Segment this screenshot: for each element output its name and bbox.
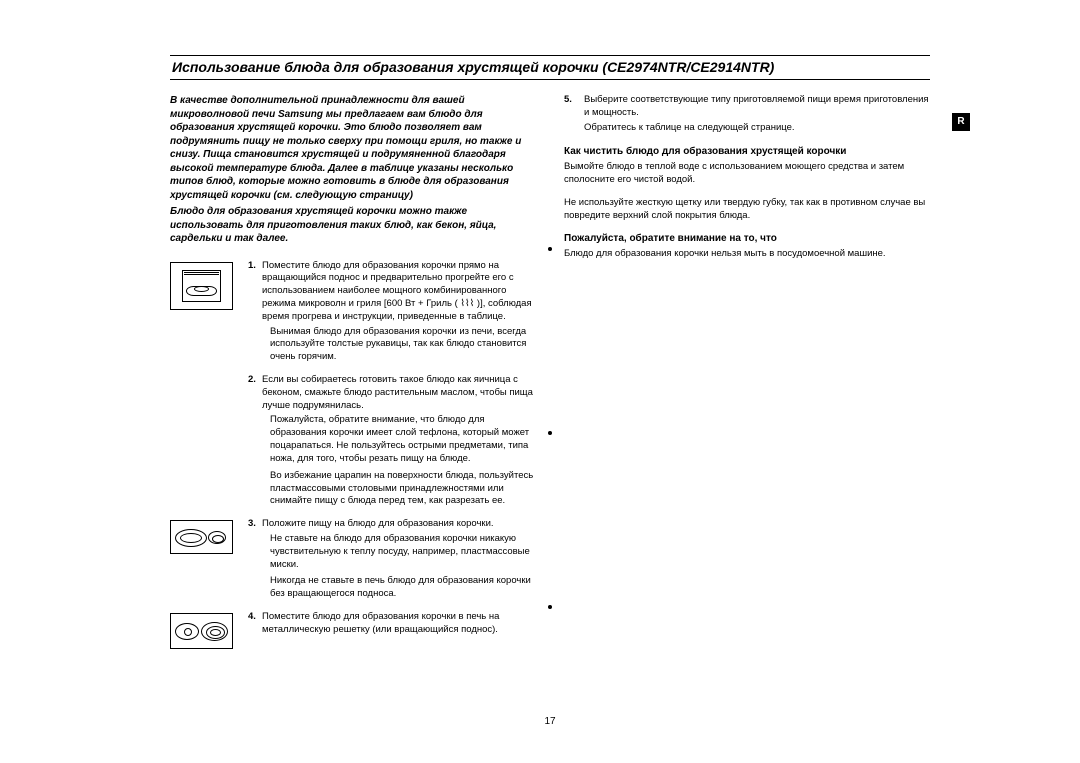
- step-text: Положите пищу на блюдо для образования к…: [262, 518, 494, 531]
- step-note-2: Никогда не ставьте в печь блюдо для обра…: [270, 575, 536, 601]
- intro-paragraph-1: В качестве дополнительной принадлежности…: [170, 94, 536, 202]
- step-note: Обратитесь к таблице на следующей страни…: [584, 122, 930, 135]
- intro-paragraph-2: Блюдо для образования хрустящей корочки …: [170, 205, 536, 246]
- step-3: 3. Положите пищу на блюдо для образовани…: [170, 518, 536, 601]
- gutter-bullet: [548, 431, 552, 435]
- side-tab-r: R: [952, 113, 970, 131]
- step-2: 2. Если вы собираетесь готовить такое бл…: [170, 374, 536, 508]
- cleaning-heading: Как чистить блюдо для образования хрустя…: [564, 146, 930, 157]
- step-text: Поместите блюдо для образования корочки …: [262, 260, 536, 324]
- oven-illustration-icon: [170, 262, 233, 310]
- step-number: 5.: [564, 94, 578, 134]
- manual-page: Использование блюда для образования хрус…: [170, 55, 930, 735]
- title-bar: Использование блюда для образования хрус…: [170, 55, 930, 80]
- step-number: 4.: [248, 611, 262, 637]
- step-note-2: Во избежание царапин на поверхности блюд…: [270, 470, 536, 508]
- step-text: Поместите блюдо для образования корочки …: [262, 611, 536, 637]
- step-note: Не ставьте на блюдо для образования коро…: [270, 533, 536, 571]
- step-number: 1.: [248, 260, 262, 324]
- page-number: 17: [170, 716, 930, 727]
- gutter-bullet: [548, 605, 552, 609]
- step-number: 2.: [248, 374, 262, 412]
- note-heading: Пожалуйста, обратите внимание на то, что: [564, 233, 930, 244]
- step-note: Вынимая блюдо для образования корочки из…: [270, 326, 536, 364]
- left-column: В качестве дополнительной принадлежности…: [170, 94, 536, 659]
- page-title: Использование блюда для образования хрус…: [172, 59, 928, 75]
- step-note: Пожалуйста, обратите внимание, что блюдо…: [270, 414, 536, 465]
- step-text: Если вы собираетесь готовить такое блюдо…: [262, 374, 536, 412]
- note-paragraph: Блюдо для образования корочки нельзя мыт…: [564, 248, 930, 261]
- plate-rack-illustration-icon: [170, 613, 233, 649]
- cleaning-paragraph-2: Не используйте жесткую щетку или твердую…: [564, 197, 930, 223]
- step-4: 4. Поместите блюдо для образования короч…: [170, 611, 536, 649]
- gutter-bullet: [548, 247, 552, 251]
- step-number: 3.: [248, 518, 262, 531]
- plate-food-illustration-icon: [170, 520, 233, 554]
- right-column: 5. Выберите соответствующие типу пригото…: [564, 94, 930, 659]
- step-1: 1. Поместите блюдо для образования короч…: [170, 260, 536, 365]
- step-text: Выберите соответствующие типу приготовля…: [584, 94, 930, 120]
- cleaning-paragraph-1: Вымойте блюдо в теплой воде с использова…: [564, 161, 930, 187]
- step-5: 5. Выберите соответствующие типу пригото…: [564, 94, 930, 134]
- content-columns: В качестве дополнительной принадлежности…: [170, 94, 930, 659]
